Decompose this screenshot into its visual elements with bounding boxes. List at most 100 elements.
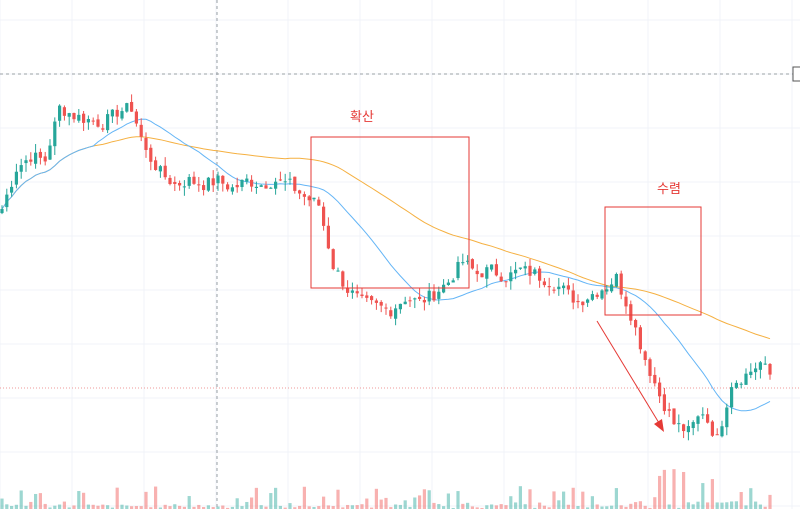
candle	[653, 367, 657, 387]
volume-bar	[677, 507, 681, 509]
candle-body	[360, 294, 364, 296]
candle	[490, 264, 494, 272]
candle	[264, 181, 268, 189]
candle-body	[101, 128, 105, 130]
candle-body	[427, 290, 431, 302]
volume-bar	[552, 491, 556, 509]
volume-bar	[422, 489, 426, 509]
candle	[734, 380, 738, 389]
candle-body	[48, 145, 52, 160]
candle-body	[571, 290, 575, 303]
volume-bar	[523, 504, 527, 509]
candle-body	[254, 186, 258, 189]
candle	[149, 144, 153, 171]
candle	[230, 184, 234, 195]
volume-bar	[278, 505, 282, 509]
candle	[10, 180, 14, 197]
candle	[590, 290, 594, 302]
candle-body	[437, 291, 441, 299]
candle-body	[38, 151, 42, 158]
candle	[398, 303, 402, 314]
volume-bar	[480, 507, 484, 509]
candle	[115, 104, 119, 125]
candle-body	[701, 414, 705, 416]
candle	[5, 188, 9, 212]
volume-bar	[643, 505, 647, 509]
candle-body	[149, 147, 153, 162]
candle-body	[206, 177, 210, 191]
candle	[235, 177, 239, 193]
volume-bar	[38, 493, 42, 509]
volume-bar	[682, 471, 686, 509]
volume-bar	[710, 479, 714, 509]
candle	[624, 291, 628, 314]
candle	[754, 362, 758, 380]
candle	[341, 270, 345, 291]
candle	[182, 180, 186, 196]
volume-bar	[365, 498, 369, 509]
volume-bar	[437, 504, 441, 509]
candle	[696, 415, 700, 432]
volume-bar	[461, 503, 465, 509]
candle-body	[134, 111, 138, 124]
volume-bar	[605, 506, 609, 509]
candle	[72, 112, 76, 123]
volume-bar	[370, 507, 374, 509]
volume-bar	[139, 506, 143, 509]
candle-body	[528, 265, 532, 276]
volume-bar	[274, 487, 278, 509]
candle	[58, 104, 62, 127]
candle	[586, 298, 590, 307]
volume-bar	[91, 504, 95, 509]
candle	[538, 265, 542, 288]
volume-bar	[518, 486, 522, 509]
volume-bar	[106, 505, 110, 509]
candle-body	[523, 266, 527, 269]
candle	[528, 258, 532, 285]
candle-body	[629, 304, 633, 321]
candle	[62, 105, 66, 121]
volume-bar	[230, 506, 234, 509]
candle-body	[466, 260, 470, 262]
candle-body	[763, 363, 767, 365]
candle-body	[264, 185, 268, 189]
candle	[523, 261, 527, 276]
candle	[682, 423, 686, 439]
volume-bar	[288, 503, 292, 509]
candle-body	[686, 426, 690, 433]
candle-body	[600, 290, 604, 299]
volume-bar	[360, 504, 364, 509]
volume-bar	[53, 505, 57, 509]
down-arrow	[596, 320, 660, 424]
volume-bar	[283, 507, 287, 509]
volume-bar	[672, 469, 676, 509]
candle	[67, 112, 71, 126]
candle	[158, 164, 162, 178]
candle-body	[715, 434, 719, 436]
candle-body	[302, 194, 306, 197]
candle-body	[672, 408, 676, 425]
volume-bar	[187, 496, 191, 509]
candle	[331, 248, 335, 271]
candle-body	[662, 394, 666, 412]
candle	[96, 114, 100, 128]
candle	[638, 325, 642, 354]
volume-bar	[158, 507, 162, 509]
candle	[451, 278, 455, 283]
volume-bar	[96, 505, 100, 509]
candle-body	[389, 310, 393, 317]
candle	[163, 157, 167, 180]
volume-bar	[264, 506, 268, 509]
candle	[662, 387, 666, 415]
volume-bar	[725, 502, 729, 509]
candle	[432, 284, 436, 302]
volume-bar	[442, 506, 446, 509]
candle	[226, 182, 230, 192]
candle	[442, 279, 446, 294]
volume-bar	[341, 507, 345, 509]
crosshair-price-label	[792, 66, 800, 82]
candle	[706, 408, 710, 424]
volume-bar	[734, 501, 738, 509]
candle-body	[494, 264, 498, 276]
volume-bar	[62, 501, 66, 509]
